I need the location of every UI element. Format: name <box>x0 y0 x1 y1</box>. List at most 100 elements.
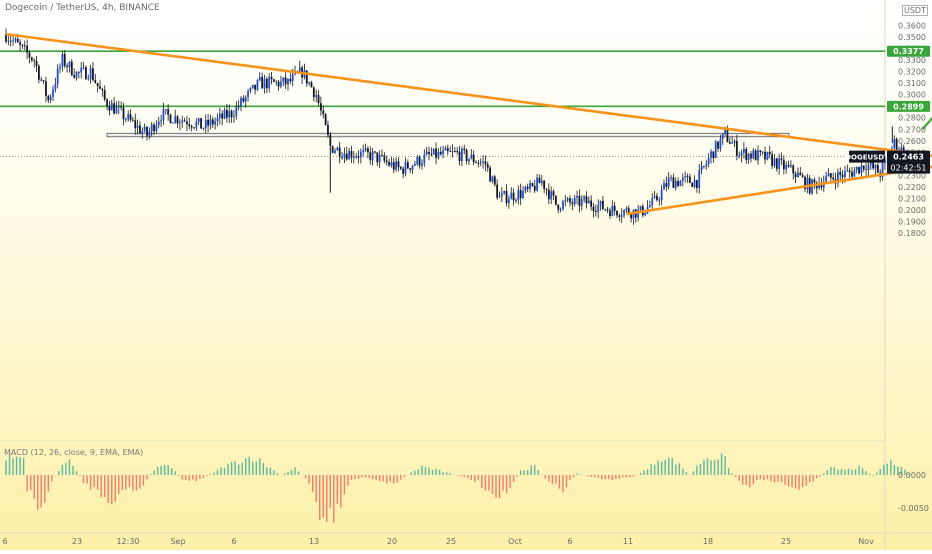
price-tick-label: 0.3500 <box>898 33 926 42</box>
candle-body <box>851 172 853 177</box>
candle-body <box>762 152 764 153</box>
candle-body <box>611 206 613 216</box>
candle-body <box>640 206 642 209</box>
price-tick-label: 0.2000 <box>898 206 926 215</box>
candle-body <box>529 183 531 189</box>
candle-body <box>546 189 548 190</box>
candle-body <box>774 158 776 165</box>
candle-body <box>275 82 277 83</box>
price-tick-label: 0.2700 <box>898 125 926 134</box>
candle-body <box>139 126 141 134</box>
candle-body <box>346 154 348 160</box>
candle-body <box>322 110 324 114</box>
candle-body <box>865 169 867 170</box>
support-zone-rect[interactable] <box>107 133 789 136</box>
candle-body <box>595 211 597 212</box>
candle-body <box>167 109 169 115</box>
candle-body <box>318 95 320 103</box>
candle-body <box>569 198 571 202</box>
candle-body <box>825 176 827 181</box>
candle-body <box>600 201 602 205</box>
candle-body <box>264 79 266 89</box>
candle-body <box>536 178 538 191</box>
candle-body <box>224 110 226 119</box>
candle-body <box>814 179 816 182</box>
candle-body <box>703 166 705 167</box>
candle-body <box>19 42 21 44</box>
candle-body <box>402 169 404 174</box>
candle-body <box>449 151 451 152</box>
candle-body <box>292 74 294 81</box>
candle-body <box>644 213 646 215</box>
candle-body <box>228 111 230 118</box>
candle-body <box>52 89 54 96</box>
candle-body <box>607 209 609 210</box>
candle-body <box>409 168 411 170</box>
candle-body <box>461 149 463 161</box>
price-tick-label: 0.2800 <box>898 114 926 123</box>
time-tick-label: Nov <box>858 537 874 546</box>
candle-body <box>146 127 148 136</box>
candle-body <box>423 155 425 164</box>
candle-body <box>553 191 555 196</box>
candle-body <box>158 121 160 125</box>
candle-body <box>369 152 371 160</box>
candle-body <box>757 150 759 160</box>
candle-body <box>654 196 656 198</box>
candle-body <box>828 173 830 176</box>
candle-body <box>416 157 418 164</box>
candle-body <box>54 84 56 89</box>
candle-body <box>447 148 449 151</box>
candle-body <box>193 127 195 128</box>
candle-body <box>452 151 454 152</box>
time-tick-label: 12:30 <box>116 537 139 546</box>
candle-body <box>877 165 879 173</box>
candle-body <box>764 152 766 160</box>
macd-indicator-label[interactable]: MACD (12, 26, close, 9, EMA, EMA) <box>4 448 143 457</box>
candle-body <box>487 164 489 167</box>
candle-body <box>109 106 111 110</box>
candle-body <box>555 196 557 205</box>
candle-body <box>426 152 428 155</box>
candle-body <box>715 141 717 158</box>
candle-body <box>576 196 578 198</box>
candle-body <box>15 39 17 41</box>
candle-body <box>120 107 122 108</box>
macd-tick-label: 0.0000 <box>898 471 926 480</box>
candle-body <box>583 196 585 199</box>
candle-body <box>604 209 606 210</box>
candle-body <box>863 166 865 170</box>
candle-body <box>705 164 707 166</box>
candle-body <box>677 181 679 186</box>
candle-body <box>195 122 197 128</box>
candle-body <box>210 119 212 125</box>
time-tick-label: 25 <box>446 537 456 546</box>
candle-body <box>724 130 726 134</box>
candle-body <box>830 173 832 177</box>
candle-body <box>45 81 47 96</box>
candle-body <box>308 82 310 83</box>
candle-body <box>104 90 106 99</box>
candle-body <box>261 77 263 88</box>
candle-body <box>494 176 496 184</box>
candle-body <box>442 150 444 154</box>
candle-body <box>165 109 167 110</box>
candle-body <box>259 77 261 80</box>
candle-body <box>795 174 797 177</box>
candle-body <box>588 201 590 204</box>
candle-body <box>771 154 773 166</box>
price-tick-label: 0.3600 <box>898 22 926 31</box>
candle-body <box>289 79 291 81</box>
candle-body <box>562 201 564 209</box>
candle-body <box>430 154 432 155</box>
candle-body <box>861 166 863 174</box>
candle-body <box>170 115 172 123</box>
candle-body <box>586 196 588 203</box>
candle-body <box>22 45 24 46</box>
candle-body <box>893 139 895 148</box>
candle-body <box>720 139 722 149</box>
candle-body <box>482 161 484 162</box>
